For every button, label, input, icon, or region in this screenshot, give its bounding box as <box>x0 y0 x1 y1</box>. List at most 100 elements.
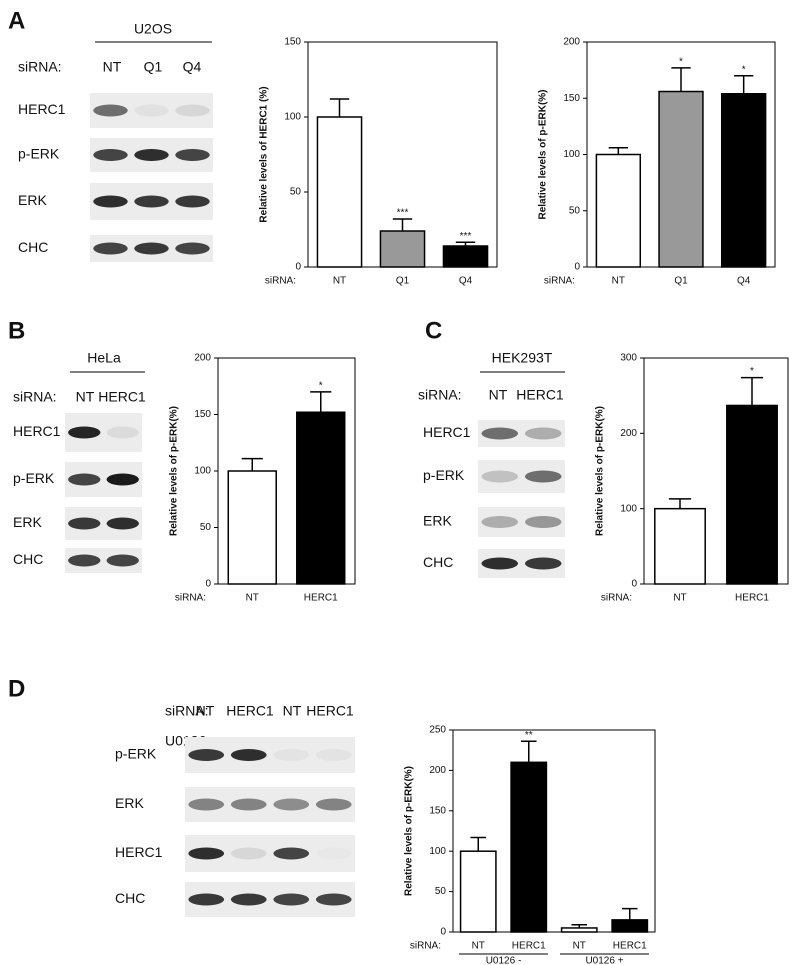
y-axis-label: Relative levels of HERC1 (%) <box>259 86 270 222</box>
error-bar <box>668 498 692 509</box>
group-label: U0126 - <box>486 956 522 965</box>
bar <box>316 116 363 268</box>
blot-band <box>524 427 562 440</box>
error-bar <box>329 98 350 117</box>
blot-band <box>175 104 210 117</box>
y-tick-label: 0 <box>295 262 301 273</box>
y-tick-label: 100 <box>284 112 301 123</box>
significance: *** <box>460 231 472 242</box>
significance: * <box>319 381 323 392</box>
blot-band <box>188 893 225 906</box>
bar <box>510 761 548 933</box>
error-bar <box>608 147 628 155</box>
y-tick-label: 200 <box>194 353 211 364</box>
blot-band <box>68 473 101 486</box>
bar <box>654 507 706 585</box>
y-tick-label: 100 <box>194 466 211 477</box>
error-bar <box>621 907 638 920</box>
protein-label: CHC <box>18 239 48 255</box>
y-tick-label: 50 <box>200 522 212 533</box>
blot-band <box>273 893 310 906</box>
blot-band <box>175 242 210 255</box>
significance: * <box>679 57 683 68</box>
cell-line: U2OS <box>134 21 172 37</box>
x-tick-label: NT <box>246 593 259 604</box>
protein-label: CHC <box>13 551 43 567</box>
significance: *** <box>397 208 409 219</box>
panel-letter: A <box>8 7 25 34</box>
blot-band <box>524 470 562 483</box>
protein-label: HERC1 <box>13 423 61 439</box>
blot-band <box>481 470 519 483</box>
lane-label: HERC1 <box>306 703 354 719</box>
blot-band <box>524 557 562 570</box>
protein-label: ERK <box>18 192 47 208</box>
y-tick-label: 50 <box>569 205 581 216</box>
bar <box>227 470 277 585</box>
blot-strip <box>478 507 565 537</box>
cell-line: HEK293T <box>492 350 553 366</box>
blot-band <box>93 104 128 117</box>
y-tick-label: 150 <box>563 93 580 104</box>
blot-band <box>175 149 210 161</box>
x-tick-label: HERC1 <box>735 593 769 604</box>
blot-band <box>68 426 101 439</box>
protein-label: HERC1 <box>18 101 66 117</box>
blot-band <box>481 427 519 440</box>
lane-label: Q4 <box>183 59 202 75</box>
error-bar <box>520 740 537 763</box>
bar <box>296 411 346 585</box>
y-tick-label: 150 <box>194 409 211 420</box>
x-axis-label: siRNA: <box>410 941 441 952</box>
group-label: U0126 + <box>585 956 623 965</box>
protein-label: p-ERK <box>13 470 55 486</box>
bar <box>720 93 767 268</box>
protein-label: CHC <box>115 890 145 906</box>
y-tick-label: 0 <box>574 262 580 273</box>
lane-label: NT <box>489 387 508 403</box>
blot-band <box>230 893 267 906</box>
x-tick-label: HERC1 <box>613 941 647 952</box>
sirna-label: siRNA: <box>18 59 62 75</box>
blot-band <box>188 798 225 811</box>
y-axis-label: Relative levels of p-ERK(%) <box>538 89 549 219</box>
y-tick-label: 100 <box>620 503 637 514</box>
y-tick-label: 0 <box>631 579 637 590</box>
y-tick-label: 50 <box>290 187 302 198</box>
sirna-label: siRNA: <box>418 387 462 403</box>
panel-letter: B <box>8 317 25 344</box>
x-tick-label: HERC1 <box>512 941 546 952</box>
lane-label: HERC1 <box>98 389 146 405</box>
sirna-label: siRNA: <box>13 389 57 405</box>
error-bar <box>241 457 263 471</box>
x-tick-label: Q1 <box>674 276 688 287</box>
plot-frame <box>452 729 656 933</box>
panel-letter: C <box>425 317 442 344</box>
blot-band <box>68 554 101 567</box>
blot-band <box>273 798 310 811</box>
y-tick-label: 150 <box>284 37 301 48</box>
blot-band <box>93 195 128 208</box>
error-bar <box>310 391 332 413</box>
y-tick-label: 200 <box>429 765 446 776</box>
bar <box>611 919 649 933</box>
blot-band <box>93 149 128 161</box>
x-axis-label: siRNA: <box>601 593 632 604</box>
x-tick-label: NT <box>333 276 346 287</box>
blot-band <box>93 242 128 255</box>
blot-band <box>230 847 267 860</box>
bar <box>726 404 778 585</box>
error-bar <box>392 218 413 231</box>
protein-label: ERK <box>13 514 42 530</box>
blot-band <box>134 242 169 255</box>
error-bar <box>470 836 487 852</box>
y-tick-label: 200 <box>563 37 580 48</box>
blot-band <box>315 893 352 906</box>
blot-band <box>481 557 519 570</box>
x-axis-label: siRNA: <box>265 276 296 287</box>
error-bar <box>734 75 754 94</box>
x-tick-label: HERC1 <box>304 593 338 604</box>
protein-label: ERK <box>115 795 144 811</box>
lane-label: NT <box>283 703 302 719</box>
